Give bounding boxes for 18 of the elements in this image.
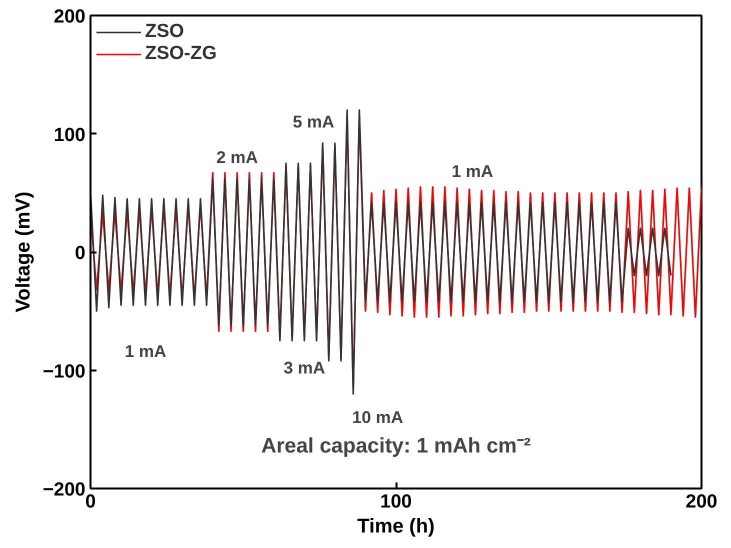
annotation: 10 mA xyxy=(352,408,404,428)
annotation: 1 mA xyxy=(124,342,166,361)
x-tick-label: 100 xyxy=(380,492,412,512)
x-axis-title: Time (h) xyxy=(357,516,435,538)
y-axis-title: Voltage (mV) xyxy=(12,192,35,312)
annotation: 3 mA xyxy=(284,358,326,378)
annotation: 2 mA xyxy=(216,148,258,167)
y-tick-label: −100 xyxy=(42,361,86,382)
y-tick-label: 100 xyxy=(54,124,86,146)
annotation: Areal capacity: 1 mAh cm⁻² xyxy=(261,434,531,458)
legend-label: ZSO xyxy=(145,21,184,43)
legend-label: ZSO-ZG xyxy=(145,43,217,65)
annotation: 1 mA xyxy=(452,162,494,182)
x-tick-label: 200 xyxy=(686,492,718,512)
annotation: 5 mA xyxy=(292,112,334,132)
y-tick-label: −200 xyxy=(42,480,86,500)
y-tick-label: 0 xyxy=(74,243,86,264)
y-tick-label: 200 xyxy=(54,6,86,28)
